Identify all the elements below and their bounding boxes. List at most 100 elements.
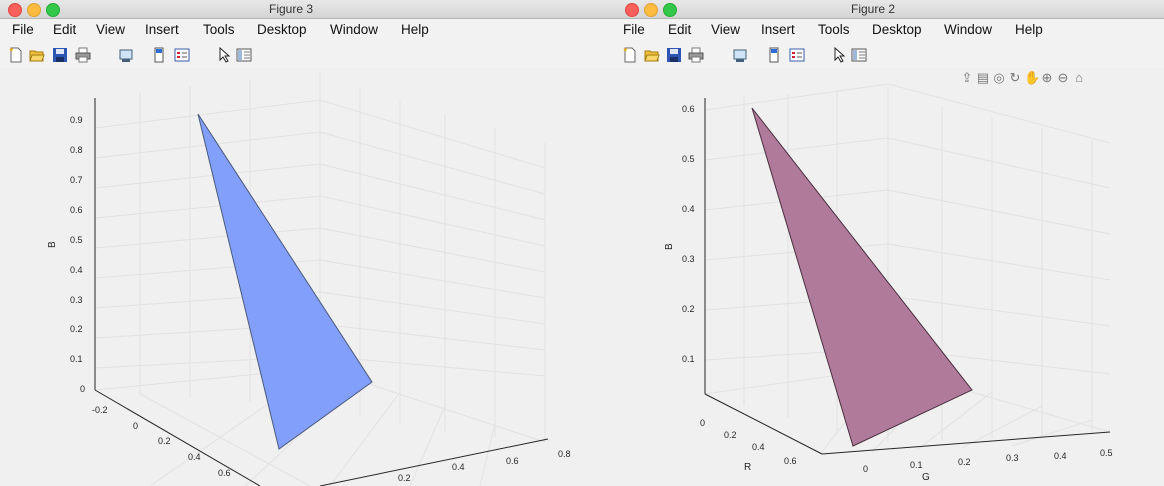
legend-icon[interactable] [174,47,190,63]
save-icon[interactable] [666,47,682,63]
menu-bar: File Edit View Insert Tools Desktop Wind… [582,19,1164,41]
close-window-button[interactable] [8,3,22,17]
property-inspector-icon[interactable] [236,47,252,63]
z-axis-label: B [664,243,675,250]
pointer-icon[interactable] [216,47,232,63]
menu-window[interactable]: Window [330,22,379,37]
export-icon[interactable]: ⇪ [961,70,973,85]
save-icon[interactable] [52,47,68,63]
g-tick: 0.4 [452,462,465,472]
menu-file[interactable]: File [12,22,34,37]
zoom-window-button[interactable] [663,3,677,17]
menu-view[interactable]: View [711,22,741,37]
3d-axes[interactable]: 0.6 0.5 0.4 0.3 0.2 0.1 B 0 0.2 0.4 0.6 … [582,68,1164,486]
open-file-icon[interactable] [29,47,45,63]
open-file-icon[interactable] [644,47,660,63]
home-icon[interactable]: ⌂ [1075,70,1083,85]
new-file-icon[interactable] [622,47,638,63]
menu-insert[interactable]: Insert [761,22,795,37]
g-tick: 0.4 [1054,451,1067,461]
r-tick: -0.2 [92,405,108,415]
r-tick-labels: 0 0.2 0.4 0.6 [700,418,797,466]
menu-help[interactable]: Help [1015,22,1043,37]
z-tick: 0.2 [682,304,695,314]
r-tick: 0.6 [784,456,797,466]
z-tick: 0.5 [70,235,83,245]
link-plot-icon[interactable] [118,47,134,63]
r-tick: 0.4 [188,452,201,462]
r-tick: 0 [700,418,705,428]
z-tick: 0.5 [682,154,695,164]
rotate-icon[interactable]: ↻ [1009,70,1021,85]
title-bar[interactable]: Figure 3 [0,0,582,19]
figure-3-window: Figure 3 File Edit View Insert Tools Des… [0,0,582,486]
print-icon[interactable] [75,47,91,63]
menu-edit[interactable]: Edit [53,22,77,37]
x-axis-label: R [744,462,751,473]
g-tick: 0.1 [910,460,923,470]
z-tick: 0.1 [682,354,695,364]
z-tick-labels: 0.9 0.8 0.7 0.6 0.5 0.4 0.3 0.2 0.1 0 [70,115,85,394]
r-tick: 0.6 [218,468,231,478]
menu-file[interactable]: File [623,22,645,37]
z-tick: 0.1 [70,354,83,364]
zoom-out-icon[interactable]: ⊖ [1057,70,1069,85]
r-tick: 0.2 [158,436,171,446]
z-tick: 0.3 [70,295,83,305]
menu-tools[interactable]: Tools [818,22,850,37]
menu-desktop[interactable]: Desktop [257,22,307,37]
minimize-window-button[interactable] [644,3,658,17]
menu-tools[interactable]: Tools [203,22,235,37]
title-bar[interactable]: Figure 2 [582,0,1164,19]
colorbar-icon[interactable] [151,47,167,63]
new-file-icon[interactable] [8,47,24,63]
surface-patch[interactable] [197,113,373,450]
zoom-window-button[interactable] [46,3,60,17]
r-tick: 0 [133,421,138,431]
g-tick: 0.2 [398,473,411,483]
g-tick: 0.5 [1100,448,1113,458]
z-tick: 0 [80,384,85,394]
minimize-window-button[interactable] [27,3,41,17]
menu-help[interactable]: Help [401,22,429,37]
grid-lines [94,73,546,486]
axis-lines [94,98,549,486]
z-tick: 0.4 [682,204,695,214]
link-plot-icon[interactable] [732,47,748,63]
figure-toolbar [582,41,1164,69]
pan-icon[interactable]: ✋ [1024,70,1041,85]
legend-icon[interactable] [789,47,805,63]
menu-desktop[interactable]: Desktop [872,22,922,37]
surface-patch[interactable] [751,107,973,447]
r-tick: 0.2 [724,430,737,440]
print-icon[interactable] [688,47,704,63]
menu-edit[interactable]: Edit [668,22,692,37]
z-tick: 0.4 [70,265,83,275]
menu-bar: File Edit View Insert Tools Desktop Wind… [0,19,582,41]
window-title: Figure 3 [268,2,314,16]
menu-insert[interactable]: Insert [145,22,179,37]
axes-area[interactable]: ⇪ ▤ ◎ ↻ ✋ ⊕ ⊖ ⌂ [582,68,1164,486]
zoom-in-icon[interactable]: ⊕ [1041,70,1053,85]
z-tick-labels: 0.6 0.5 0.4 0.3 0.2 0.1 [682,104,695,364]
y-axis-label: G [922,472,930,483]
z-tick: 0.3 [682,254,695,264]
data-tip-icon[interactable]: ◎ [993,70,1005,85]
z-tick: 0.2 [70,324,83,334]
g-tick: 0.3 [1006,453,1019,463]
menu-view[interactable]: View [96,22,126,37]
g-tick-labels: 0.2 0.4 0.6 0.8 [398,449,571,483]
axes-area[interactable]: 0.9 0.8 0.7 0.6 0.5 0.4 0.3 0.2 0.1 0 B … [0,68,582,486]
pointer-icon[interactable] [831,47,847,63]
axes-toolbar: ⇪ ▤ ◎ ↻ ✋ ⊕ ⊖ ⌂ [960,71,1086,89]
menu-window[interactable]: Window [944,22,993,37]
r-tick-labels: -0.2 0 0.2 0.4 0.6 [92,405,231,478]
3d-axes[interactable]: 0.9 0.8 0.7 0.6 0.5 0.4 0.3 0.2 0.1 0 B … [0,68,582,486]
figure-2-window: Figure 2 File Edit View Insert Tools Des… [582,0,1164,486]
r-tick: 0.4 [752,442,765,452]
colorbar-icon[interactable] [766,47,782,63]
brush-icon[interactable]: ▤ [976,70,990,85]
close-window-button[interactable] [625,3,639,17]
z-axis-label: B [47,241,58,248]
property-inspector-icon[interactable] [851,47,867,63]
